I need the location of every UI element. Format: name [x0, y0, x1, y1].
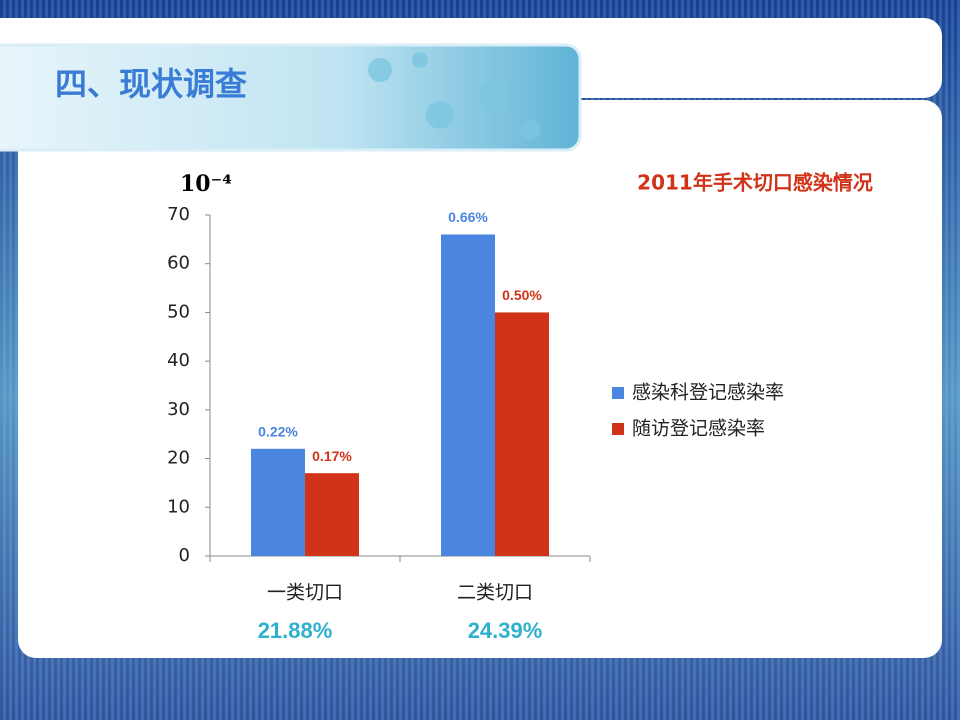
- legend-label: 随访登记感染率: [632, 418, 765, 440]
- legend-marker: [612, 387, 624, 399]
- y-tick-label: 40: [167, 350, 190, 371]
- annotation: 21.88%: [258, 618, 333, 643]
- y-unit: 10⁻⁴: [180, 171, 232, 197]
- y-tick-label: 30: [167, 399, 190, 420]
- value-label: 0.50%: [502, 287, 542, 303]
- slide-title: 四、现状调查: [55, 65, 247, 103]
- molecule-decoration: [368, 52, 540, 140]
- x-tick-label: 二类切口: [457, 582, 533, 604]
- chart-title: 2011年手术切口感染情况: [637, 171, 873, 195]
- value-label: 0.22%: [258, 424, 298, 440]
- bar: [441, 234, 495, 556]
- bar: [495, 312, 549, 556]
- annotation: 24.39%: [468, 618, 543, 643]
- legend-marker: [612, 423, 624, 435]
- bar: [305, 473, 359, 556]
- x-tick-label: 一类切口: [267, 582, 343, 604]
- value-label: 0.66%: [448, 209, 488, 225]
- y-tick-label: 70: [167, 204, 190, 225]
- y-tick-label: 10: [167, 496, 190, 517]
- bar: [251, 448, 305, 556]
- value-label: 0.17%: [312, 448, 352, 464]
- y-tick-label: 60: [167, 253, 190, 274]
- y-tick-label: 0: [179, 545, 190, 566]
- legend-label: 感染科登记感染率: [632, 382, 784, 404]
- y-tick-label: 20: [167, 448, 190, 469]
- y-tick-label: 50: [167, 301, 190, 322]
